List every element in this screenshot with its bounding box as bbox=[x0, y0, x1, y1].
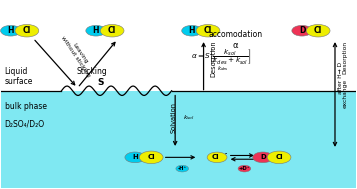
Text: surface: surface bbox=[5, 77, 33, 86]
Text: Cl: Cl bbox=[275, 154, 283, 160]
Text: H: H bbox=[93, 26, 99, 35]
Circle shape bbox=[125, 152, 145, 163]
Circle shape bbox=[292, 25, 312, 36]
Text: Liquid: Liquid bbox=[5, 67, 28, 77]
Text: Cl: Cl bbox=[108, 26, 116, 35]
Text: H: H bbox=[188, 26, 195, 35]
Text: bulk phase: bulk phase bbox=[5, 102, 47, 111]
Text: $k_{sol}$: $k_{sol}$ bbox=[183, 114, 195, 122]
Text: D₂SO₄/D₂O: D₂SO₄/D₂O bbox=[5, 119, 45, 128]
Circle shape bbox=[238, 165, 251, 172]
Circle shape bbox=[253, 152, 273, 163]
Text: -: - bbox=[225, 151, 227, 156]
Text: Leaving
without sticking: Leaving without sticking bbox=[60, 32, 95, 78]
Text: Sticking: Sticking bbox=[76, 67, 107, 77]
Text: Cl: Cl bbox=[23, 26, 31, 35]
Text: $\alpha = S\left[\dfrac{k_{sol}}{k_{des}+k_{sol}}\right]$: $\alpha = S\left[\dfrac{k_{sol}}{k_{des}… bbox=[191, 47, 252, 67]
Text: S: S bbox=[97, 78, 104, 87]
Bar bbox=[1, 91, 356, 188]
Text: accomodation: accomodation bbox=[208, 30, 263, 39]
Circle shape bbox=[196, 24, 220, 37]
Circle shape bbox=[15, 24, 39, 37]
Circle shape bbox=[267, 151, 291, 164]
Text: Cl: Cl bbox=[314, 26, 322, 35]
Text: -H⁺: -H⁺ bbox=[178, 166, 187, 171]
Circle shape bbox=[306, 24, 330, 37]
Text: $k_{des}$: $k_{des}$ bbox=[217, 64, 229, 73]
Text: D: D bbox=[299, 26, 305, 35]
Circle shape bbox=[86, 25, 106, 36]
Circle shape bbox=[182, 25, 202, 36]
Circle shape bbox=[176, 165, 188, 172]
Text: exchange: exchange bbox=[343, 79, 348, 108]
Text: Cl: Cl bbox=[211, 154, 219, 160]
Text: H: H bbox=[7, 26, 14, 35]
Text: H: H bbox=[132, 154, 138, 160]
Text: Desorption: Desorption bbox=[343, 41, 348, 74]
Text: Solvation: Solvation bbox=[170, 101, 176, 132]
Text: after H→ D: after H→ D bbox=[338, 62, 343, 94]
Circle shape bbox=[207, 152, 227, 163]
Text: Desorption: Desorption bbox=[210, 41, 216, 77]
Circle shape bbox=[100, 24, 124, 37]
Text: Cl: Cl bbox=[147, 154, 155, 160]
Circle shape bbox=[1, 25, 21, 36]
Text: +D⁺: +D⁺ bbox=[239, 166, 250, 171]
Text: D: D bbox=[260, 154, 266, 160]
Text: α: α bbox=[233, 41, 238, 50]
Circle shape bbox=[139, 151, 163, 164]
Text: Cl: Cl bbox=[204, 26, 212, 35]
